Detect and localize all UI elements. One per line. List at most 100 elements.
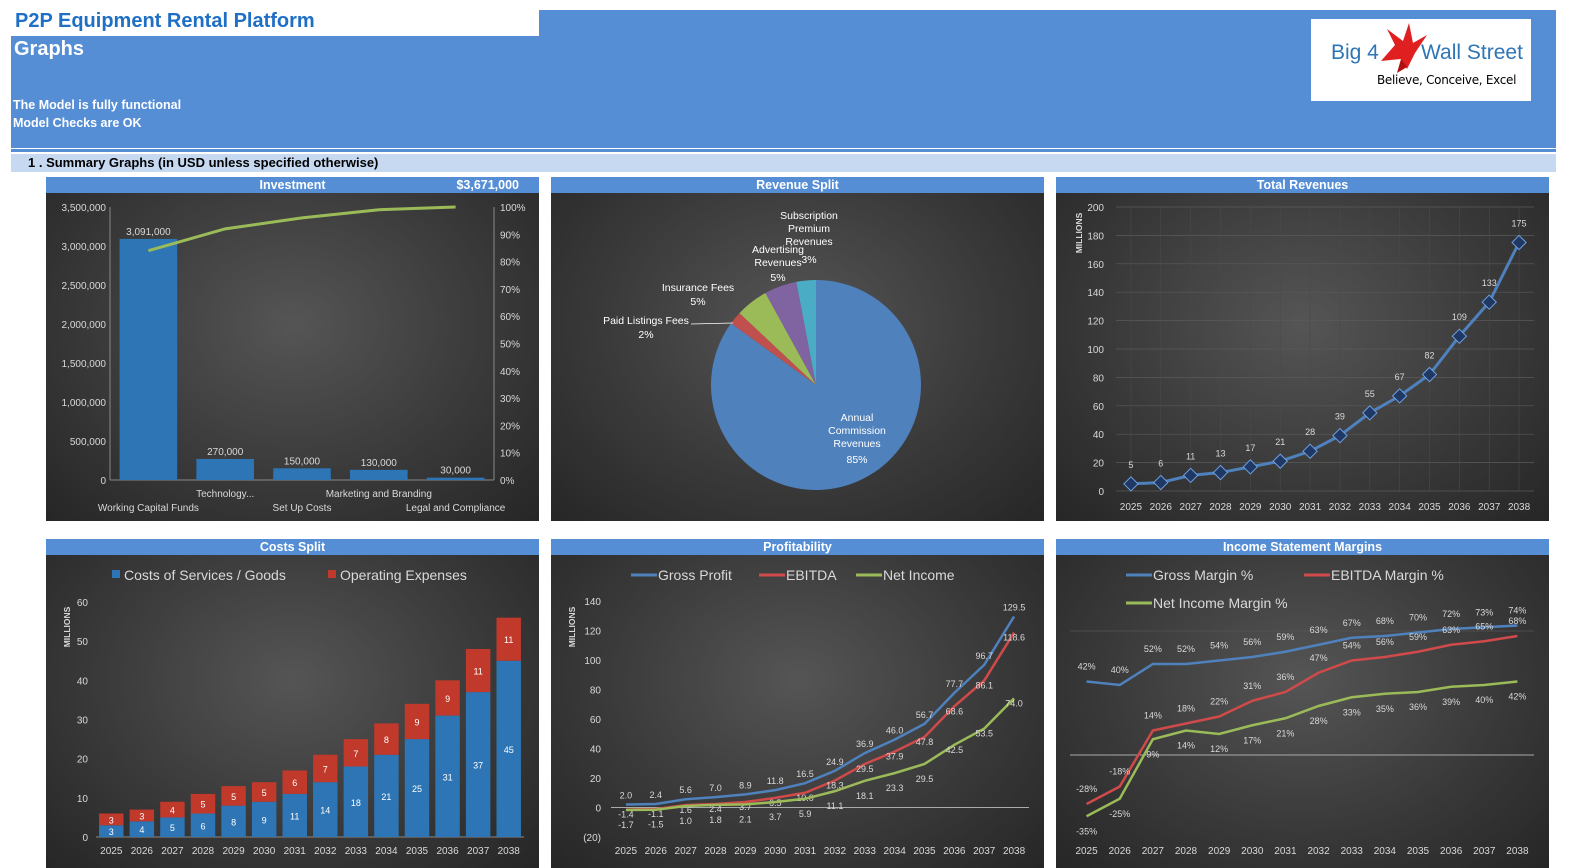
- panel-title-costs-split: Costs Split: [46, 539, 539, 555]
- y-tick-label: 200: [1087, 203, 1104, 214]
- x-tick-label: 2035: [913, 846, 936, 857]
- y-tick-label: 0: [595, 804, 601, 815]
- data-label: 36%: [1409, 702, 1427, 712]
- x-tick-label: 2037: [1473, 846, 1496, 857]
- bar-value-label: 18: [351, 798, 361, 808]
- margins-chart: Gross Margin % EBITDA Margin % Net Income …: [1056, 555, 1549, 868]
- x-tick-label: 2029: [222, 846, 245, 857]
- x-tick-label: 2037: [973, 846, 996, 857]
- bar-value-label: 6: [200, 821, 205, 831]
- data-label: 16.5: [796, 769, 814, 779]
- bar-value-label: 37: [473, 761, 483, 771]
- data-label: 74%: [1508, 606, 1526, 616]
- y-tick-label: 120: [584, 627, 601, 638]
- y-tick-label: 0: [100, 476, 106, 487]
- header-band: [11, 36, 1556, 148]
- pie-pct: 5%: [690, 296, 705, 308]
- investment-total: $3,671,000: [456, 178, 519, 192]
- data-label: 54%: [1343, 641, 1361, 651]
- data-label: 29.5: [916, 774, 934, 784]
- data-label: 129.5: [1003, 602, 1026, 612]
- leader-line: [690, 322, 734, 325]
- pie-label: Revenues: [833, 438, 880, 450]
- x-tick-label: 2031: [1274, 846, 1297, 857]
- data-label: 17: [1245, 443, 1255, 453]
- logo-text-right: Wall Street: [1421, 41, 1523, 64]
- legend-label: Gross Margin %: [1153, 567, 1253, 583]
- data-label: 53.5: [975, 729, 993, 739]
- investment-bar: [273, 468, 331, 480]
- x-tick-label: 2038: [1508, 502, 1531, 513]
- panel-title-margins: Income Statement Margins: [1056, 539, 1549, 555]
- profitability-chart: Gross Profit EBITDA Net Income (20) 0 20 40 60 8…: [551, 555, 1044, 868]
- data-point: [1302, 443, 1318, 460]
- data-label: -1.4: [618, 810, 634, 820]
- investment-bar: [426, 477, 485, 480]
- y-tick-label: 20: [77, 755, 89, 766]
- logo-tagline: Believe, Conceive, Excel: [1377, 73, 1517, 87]
- data-label: 33%: [1343, 707, 1361, 717]
- data-label: 47.8: [916, 737, 934, 747]
- panel-title-total-revenues: Total Revenues: [1056, 177, 1549, 193]
- bar-value-label: 7: [353, 749, 358, 759]
- category-label: Legal and Compliance: [406, 503, 506, 514]
- bar-value-label: 270,000: [207, 447, 244, 458]
- data-label: 2.4: [709, 804, 722, 814]
- data-label: 3.7: [739, 802, 752, 812]
- data-point: [1391, 388, 1408, 404]
- data-point: [1362, 405, 1378, 421]
- y2-tick-label: 70%: [500, 285, 520, 296]
- bar-value-label: 9: [414, 717, 419, 727]
- bar-value-label: 7: [323, 764, 328, 774]
- bar-value-label: 3,091,000: [126, 227, 171, 238]
- legend-swatch: [328, 570, 336, 578]
- data-label: 3.7: [769, 812, 782, 822]
- x-tick-label: 2030: [1269, 502, 1292, 513]
- opex-bar: [374, 723, 399, 755]
- pie-pct: 5%: [770, 272, 785, 284]
- legend-label: Net Income: [883, 567, 955, 583]
- bar-value-label: 9: [262, 815, 267, 825]
- legend-swatch: [112, 570, 120, 578]
- opex-bar: [99, 813, 124, 826]
- category-label: Marketing and Branding: [326, 489, 432, 500]
- x-tick-label: 2034: [1389, 502, 1412, 513]
- y-tick-label: 80: [590, 686, 602, 697]
- data-label: 11.8: [767, 776, 784, 786]
- x-tick-label: 2028: [1209, 502, 1232, 513]
- data-label: -35%: [1076, 826, 1097, 836]
- data-label: 2.1: [739, 814, 752, 824]
- x-tick-label: 2037: [467, 846, 490, 857]
- data-label: 18.3: [826, 781, 844, 791]
- legend-label: Operating Expenses: [340, 567, 467, 583]
- data-label: 12%: [1210, 744, 1228, 754]
- x-tick-label: 2026: [131, 846, 154, 857]
- data-label: 73%: [1475, 607, 1493, 617]
- pie-label: Revenues: [754, 257, 801, 269]
- x-tick-label: 2035: [406, 846, 429, 857]
- data-label: 118.6: [1003, 633, 1025, 643]
- data-label: -1.1: [648, 809, 664, 819]
- y2-tick-label: 10%: [500, 449, 520, 460]
- category-label: Set Up Costs: [273, 503, 332, 514]
- data-label: 68.6: [946, 706, 964, 716]
- x-tick-label: 2038: [1003, 846, 1026, 857]
- x-tick-label: 2030: [253, 846, 276, 857]
- bar-value-label: 11: [290, 811, 299, 821]
- data-label: 56%: [1243, 637, 1261, 647]
- legend-label: EBITDA Margin %: [1331, 567, 1444, 583]
- x-tick-label: 2025: [1120, 502, 1143, 513]
- data-label: 40%: [1111, 665, 1129, 675]
- data-label: 1.0: [679, 816, 692, 826]
- data-label: 24.9: [826, 757, 844, 767]
- x-tick-label: 2030: [764, 846, 787, 857]
- cost-bar: [374, 754, 399, 837]
- category-label: Technology...: [196, 489, 254, 500]
- x-tick-label: 2027: [675, 846, 698, 857]
- x-tick-label: 2036: [943, 846, 966, 857]
- data-point: [1332, 427, 1348, 444]
- data-label: 35%: [1376, 704, 1394, 714]
- header-divider: [11, 149, 1556, 152]
- bar-value-label: 3: [109, 815, 114, 825]
- cost-bar: [343, 766, 369, 837]
